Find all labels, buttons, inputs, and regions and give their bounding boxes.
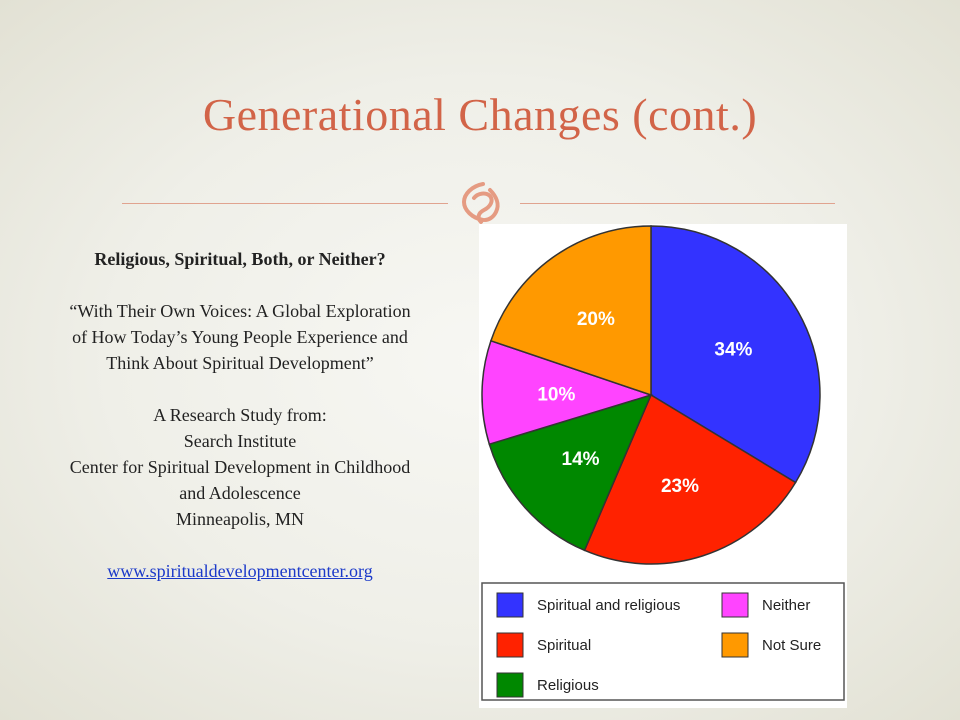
legend-label: Religious bbox=[537, 677, 599, 694]
legend-label: Not Sure bbox=[762, 637, 821, 654]
title-rule-left bbox=[122, 203, 448, 204]
pie-slice bbox=[481, 339, 654, 446]
pie-chart: 34% 23% 14% 10% 20% Spiritual and religious Ne… bbox=[481, 225, 845, 701]
legend-swatch bbox=[721, 632, 749, 658]
study-source-line: Center for Spiritual Development in Chil… bbox=[69, 457, 411, 503]
pie-slice-label: 34% bbox=[714, 340, 752, 361]
legend-swatch bbox=[496, 632, 524, 658]
study-quote: “With Their Own Voices: A Global Explora… bbox=[69, 301, 411, 373]
legend-label: Spiritual and religious bbox=[537, 597, 680, 614]
study-info: Religious, Spiritual, Both, or Neither? … bbox=[60, 246, 420, 584]
pie-chart-panel: 34% 23% 14% 10% 20% Spiritual and religious Ne… bbox=[479, 224, 847, 708]
legend-swatch bbox=[721, 592, 749, 618]
pie-slice bbox=[489, 225, 652, 397]
pie-slice-label: 20% bbox=[577, 309, 615, 330]
ornament-icon bbox=[450, 176, 518, 228]
pie-slice bbox=[488, 393, 653, 552]
study-source-line: Minneapolis, MN bbox=[176, 509, 304, 529]
pie-slice-label: 14% bbox=[562, 449, 600, 470]
study-source-line: A Research Study from: bbox=[153, 405, 327, 425]
pie-slice-label: 10% bbox=[537, 385, 575, 406]
legend-swatch bbox=[496, 672, 524, 698]
legend-swatch bbox=[496, 592, 524, 618]
pie-slice bbox=[583, 393, 797, 565]
study-website-link[interactable]: www.spiritualdevelopmentcenter.org bbox=[107, 561, 373, 581]
legend-label: Spiritual bbox=[537, 637, 591, 654]
slide-title: Generational Changes (cont.) bbox=[202, 89, 758, 140]
chart-legend bbox=[481, 582, 845, 701]
legend-label: Neither bbox=[762, 597, 810, 614]
title-rule-right bbox=[520, 203, 835, 204]
study-source-line: Search Institute bbox=[183, 431, 297, 451]
section-heading: Religious, Spiritual, Both, or Neither? bbox=[94, 249, 386, 269]
pie-slice-label: 23% bbox=[661, 476, 699, 497]
pie-slice bbox=[650, 225, 821, 484]
